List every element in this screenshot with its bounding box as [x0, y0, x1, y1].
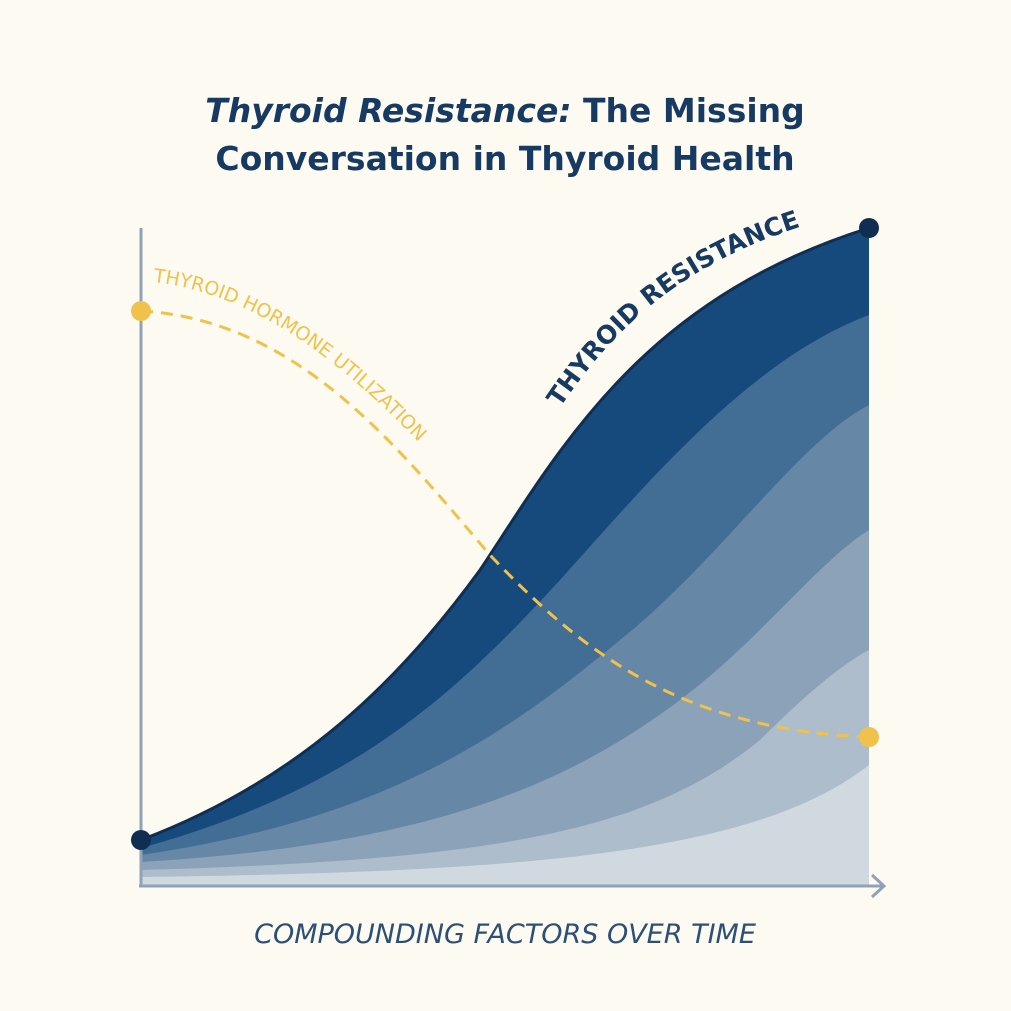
- title-line-1: Thyroid Resistance: The Missing: [205, 91, 805, 130]
- title-line-2: Conversation in Thyroid Health: [215, 139, 794, 178]
- resistance-curve: [140, 226, 870, 842]
- utilization-curve: [140, 309, 870, 739]
- layer: [141, 765, 869, 885]
- x-axis-arrow: [870, 873, 887, 899]
- resistance-end: [859, 218, 879, 238]
- resistance-start: [131, 830, 151, 850]
- layers: [140, 226, 870, 885]
- utilization-start: [131, 301, 151, 321]
- title-emphasis: Thyroid Resistance:: [205, 91, 571, 130]
- utilization-end: [859, 727, 879, 747]
- layer: [141, 650, 869, 885]
- x-axis-label: COMPOUNDING FACTORS OVER TIME: [254, 919, 756, 950]
- title-text: The Missing: [583, 91, 805, 130]
